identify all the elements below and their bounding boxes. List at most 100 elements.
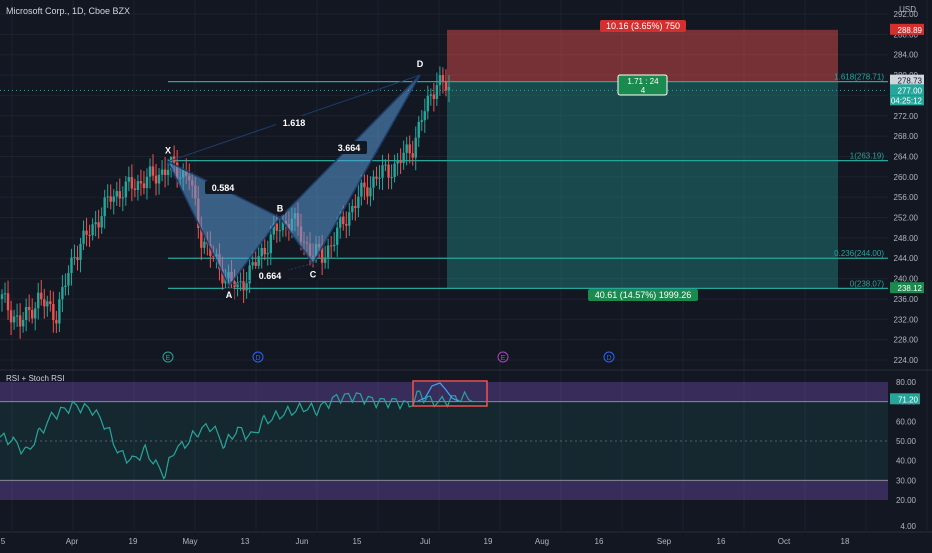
candle-body xyxy=(157,174,161,184)
fib-level-label: 1(263.19) xyxy=(850,152,885,161)
price-tick-label: 236.00 xyxy=(894,295,919,304)
candle-body xyxy=(405,144,408,153)
point-x-label-bg xyxy=(162,143,174,157)
candle-body xyxy=(118,191,121,199)
rsi-tick-label: 30.00 xyxy=(896,476,917,485)
candle-body xyxy=(109,196,112,202)
point-a-label-bg xyxy=(223,288,235,302)
time-tick-label: Aug xyxy=(535,537,549,546)
candle-body xyxy=(97,222,100,228)
candle-body xyxy=(34,308,37,319)
reward-label-bg xyxy=(588,289,698,301)
candle-body xyxy=(390,176,393,178)
earnings-marker-2: E xyxy=(501,355,506,362)
ratio-box[interactable] xyxy=(617,74,668,96)
candle-body xyxy=(3,293,7,295)
candle-body xyxy=(209,244,212,256)
time-tick-label: 5 xyxy=(1,537,6,546)
candle-body xyxy=(251,262,254,266)
candle-body xyxy=(61,287,64,300)
candle-body xyxy=(142,183,146,189)
candle-body xyxy=(12,316,16,323)
price-tick-label: 264.00 xyxy=(894,152,919,161)
candle-body xyxy=(0,294,4,299)
rsi-tick-label: 4.00 xyxy=(900,522,916,531)
candle-body xyxy=(121,197,124,199)
price-tick-label: 240.00 xyxy=(894,275,919,284)
candle-body xyxy=(85,230,88,235)
candle-body xyxy=(43,299,46,307)
rsi-line xyxy=(0,390,473,480)
rsi-current-label: 71.20 xyxy=(898,395,919,404)
ratio-xd-label: 1.618 xyxy=(283,118,306,128)
time-tick-label: 13 xyxy=(241,537,250,546)
candle-body xyxy=(272,223,275,235)
candle-body xyxy=(432,94,436,99)
candle-body xyxy=(435,85,439,99)
candle-body xyxy=(79,243,82,261)
candle-body xyxy=(417,121,420,138)
price-tick-label: 284.00 xyxy=(894,51,919,60)
risk-label-bg xyxy=(600,20,686,32)
time-tick-label: 16 xyxy=(717,537,726,546)
candle-body xyxy=(269,234,272,254)
dividend-marker-2-ring[interactable] xyxy=(603,351,615,363)
fib-level-label: 0(238.07) xyxy=(850,279,885,288)
candle-body xyxy=(58,299,61,324)
candle-body xyxy=(100,216,103,228)
candle-body xyxy=(396,160,399,164)
candle-body xyxy=(411,153,414,158)
price-tick-label: 228.00 xyxy=(894,336,919,345)
price-tick-label: 256.00 xyxy=(894,193,919,202)
currency-label: USD xyxy=(899,5,916,14)
candle-body xyxy=(106,196,109,198)
earnings-marker-1-ring[interactable] xyxy=(162,351,174,363)
time-tick-label: Jul xyxy=(420,537,430,546)
candle-body xyxy=(49,301,52,305)
candle-body xyxy=(444,81,448,91)
candle-body xyxy=(40,292,43,300)
ratio-bd-label-bg xyxy=(331,141,367,154)
dividend-marker-1-ring[interactable] xyxy=(252,351,264,363)
candle-body xyxy=(438,75,442,86)
candle-body xyxy=(260,247,263,257)
risk-zone[interactable] xyxy=(447,29,838,82)
candle-body xyxy=(31,309,34,319)
point-a-label: A xyxy=(226,290,233,300)
price-tick-label: 244.00 xyxy=(894,254,919,263)
candle-body xyxy=(360,182,363,197)
fib-level-label: 1.618(278.71) xyxy=(834,73,884,82)
candle-body xyxy=(154,175,158,184)
candle-body xyxy=(91,224,94,236)
candle-body xyxy=(6,293,10,311)
candle-body xyxy=(136,181,140,190)
rsi-overbought-band xyxy=(0,382,888,402)
price-tick-label: 252.00 xyxy=(894,214,919,223)
pattern-ac-line xyxy=(228,262,314,287)
candle-body xyxy=(18,315,22,327)
candle-body xyxy=(151,166,155,176)
candle-body xyxy=(345,224,348,226)
rsi-highlight-box[interactable] xyxy=(412,380,488,407)
candle-body xyxy=(70,257,73,273)
reward-label: 40.61 (14.57%) 1999.26 xyxy=(595,290,692,300)
dividend-marker-2: D xyxy=(606,355,611,362)
candle-body xyxy=(275,223,279,231)
candle-body xyxy=(402,152,405,163)
countdown-label: 04:25:12 xyxy=(891,96,923,105)
time-tick-label: Sep xyxy=(657,537,672,546)
candle-body xyxy=(369,187,372,197)
dividend-marker-1: D xyxy=(255,355,260,362)
candle-body xyxy=(94,222,97,225)
candle-body xyxy=(37,292,40,309)
candle-body xyxy=(426,95,430,112)
candle-body xyxy=(281,221,285,231)
reward-zone[interactable] xyxy=(447,81,838,289)
earnings-marker-2-ring[interactable] xyxy=(497,351,509,363)
candle-body xyxy=(363,182,366,188)
fib-level-label: 0.236(244.00) xyxy=(834,249,884,258)
candle-body xyxy=(145,176,149,189)
candle-body xyxy=(254,262,257,266)
last-price-tag: 277.00 xyxy=(898,86,923,95)
